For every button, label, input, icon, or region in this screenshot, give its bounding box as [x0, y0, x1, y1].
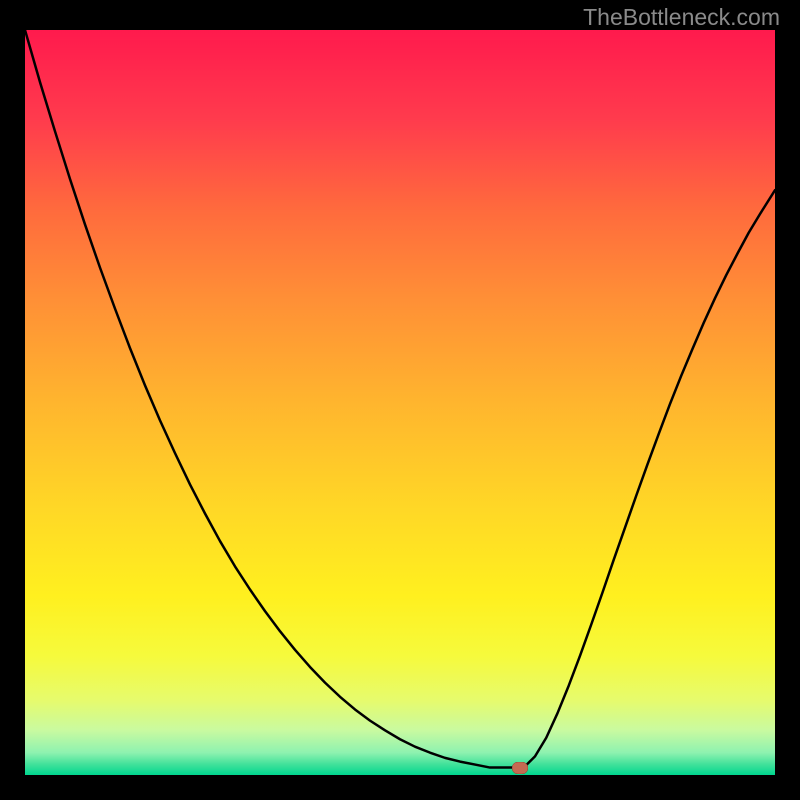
- watermark-text: TheBottleneck.com: [583, 4, 780, 31]
- bottleneck-curve: [25, 30, 775, 775]
- optimum-marker: [512, 762, 528, 774]
- plot-area: [25, 30, 775, 775]
